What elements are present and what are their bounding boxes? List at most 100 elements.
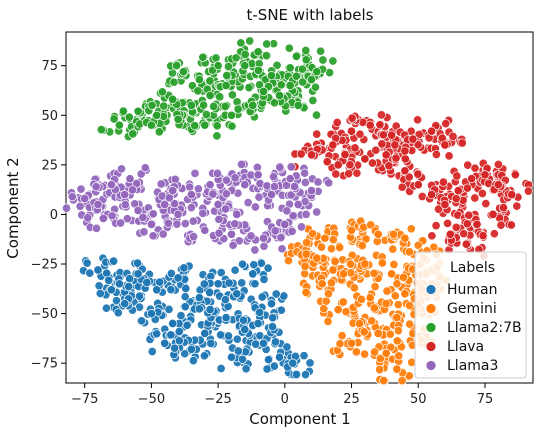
data-point: [312, 207, 322, 217]
y-axis: −75 −50 −25 0 25 50 75: [31, 59, 66, 372]
data-point: [510, 170, 520, 180]
data-point: [136, 169, 146, 179]
data-point: [205, 305, 215, 315]
data-point: [438, 177, 448, 187]
x-tick-label: 25: [343, 392, 360, 407]
data-point: [190, 121, 200, 131]
data-point: [390, 140, 400, 150]
data-point: [308, 95, 318, 106]
data-point: [293, 199, 303, 210]
data-point: [236, 159, 247, 169]
data-point: [397, 182, 407, 192]
data-point: [345, 160, 355, 170]
data-point: [431, 149, 441, 160]
data-point: [387, 130, 397, 140]
data-point: [148, 209, 158, 219]
data-point: [240, 180, 250, 190]
data-point: [213, 61, 223, 71]
data-point: [290, 181, 300, 192]
data-point: [186, 190, 196, 200]
data-point: [369, 268, 379, 278]
data-point: [300, 168, 310, 178]
data-point: [133, 258, 143, 268]
data-point: [199, 351, 209, 361]
data-point: [211, 53, 221, 63]
data-point: [223, 331, 234, 341]
data-point: [296, 149, 306, 159]
data-point: [404, 172, 414, 182]
data-point: [320, 233, 330, 243]
legend-marker: [425, 360, 437, 371]
data-point: [451, 194, 461, 204]
data-point: [266, 190, 277, 200]
y-tick-label: 75: [41, 59, 58, 74]
legend-marker: [425, 284, 437, 295]
data-point: [452, 171, 462, 181]
data-point: [300, 261, 310, 271]
data-point: [240, 61, 250, 71]
data-point: [190, 168, 200, 178]
data-point: [467, 174, 477, 184]
data-point: [405, 319, 415, 329]
data-point: [323, 316, 333, 327]
data-point: [496, 220, 506, 230]
data-point: [284, 43, 294, 53]
data-point: [212, 168, 223, 178]
data-point: [493, 180, 503, 190]
data-point: [147, 346, 157, 357]
data-point: [346, 338, 357, 348]
data-point: [285, 63, 295, 73]
data-point: [288, 358, 298, 368]
data-point: [188, 216, 198, 226]
data-point: [170, 343, 180, 353]
data-point: [310, 82, 321, 92]
data-point: [208, 189, 218, 199]
data-point: [106, 285, 116, 295]
data-point: [194, 304, 204, 314]
data-point: [301, 287, 311, 297]
data-point: [61, 203, 72, 213]
data-point: [464, 210, 474, 220]
data-point: [427, 190, 437, 200]
data-point: [333, 305, 343, 315]
data-point: [285, 80, 295, 91]
data-point: [297, 64, 308, 74]
data-point: [262, 39, 272, 49]
data-point: [318, 55, 328, 65]
data-point: [180, 219, 190, 229]
data-point: [299, 351, 309, 361]
data-point: [300, 177, 310, 188]
data-point: [249, 260, 259, 270]
data-point: [94, 281, 104, 291]
data-point: [360, 154, 370, 164]
data-point: [241, 364, 251, 374]
data-point: [96, 125, 106, 135]
data-point: [256, 258, 266, 268]
data-point: [80, 194, 90, 204]
x-tick-label: 75: [477, 392, 494, 407]
data-point: [193, 184, 203, 194]
data-point: [271, 289, 281, 299]
data-point: [172, 219, 182, 229]
x-axis: −75 −50 −25 0 25 50 75: [71, 383, 493, 407]
legend-marker: [425, 303, 437, 314]
data-point: [328, 235, 338, 245]
data-point: [91, 223, 102, 233]
data-point: [448, 131, 458, 141]
data-point: [237, 354, 248, 364]
data-point: [388, 244, 398, 254]
data-point: [462, 219, 472, 229]
data-point: [146, 219, 156, 229]
data-point: [198, 52, 208, 62]
data-point: [179, 263, 189, 273]
data-point: [306, 150, 317, 160]
data-point: [259, 241, 269, 251]
data-point: [185, 182, 195, 192]
data-point: [457, 138, 467, 148]
data-point: [287, 226, 297, 236]
x-tick-label: 0: [281, 392, 289, 407]
data-point: [394, 351, 404, 361]
data-point: [240, 324, 250, 335]
data-point: [285, 174, 295, 184]
data-point: [350, 143, 360, 153]
